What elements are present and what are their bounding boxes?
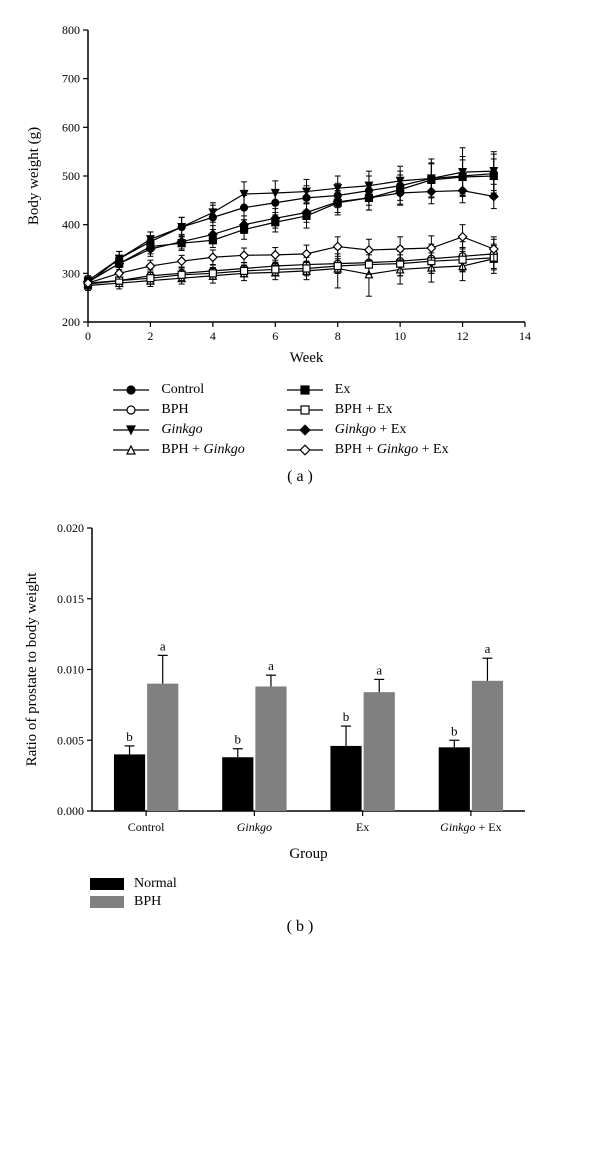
svg-text:0.000: 0.000 — [57, 804, 84, 818]
svg-text:300: 300 — [62, 266, 80, 280]
svg-text:0.010: 0.010 — [57, 663, 84, 677]
svg-text:0: 0 — [85, 329, 91, 343]
chart-b-legend: NormalBPH — [90, 876, 580, 910]
svg-text:b: b — [126, 729, 133, 744]
svg-text:6: 6 — [272, 329, 278, 343]
svg-text:a: a — [160, 638, 166, 653]
chart-a-caption: ( a ) — [20, 468, 580, 486]
svg-text:Week: Week — [290, 350, 324, 366]
svg-text:Ex: Ex — [356, 820, 369, 834]
svg-text:b: b — [343, 709, 350, 724]
svg-text:0.020: 0.020 — [57, 521, 84, 535]
svg-text:Ginkgo: Ginkgo — [237, 820, 272, 834]
svg-text:8: 8 — [335, 329, 341, 343]
svg-text:b: b — [235, 732, 242, 747]
svg-text:700: 700 — [62, 72, 80, 86]
svg-text:Ginkgo + Ex: Ginkgo + Ex — [440, 820, 501, 834]
svg-text:4: 4 — [210, 329, 216, 343]
svg-text:2: 2 — [147, 329, 153, 343]
chart-b: 0.000 0.005 0.010 0.015 0.020 Ratio of prosta… — [20, 516, 540, 866]
chart-a: 200 300 400 500 600 700 800 0 2 4 6 8 10 12 14 Body wei… — [20, 20, 540, 370]
svg-text:0.015: 0.015 — [57, 592, 84, 606]
svg-text:14: 14 — [519, 329, 531, 343]
svg-text:a: a — [268, 658, 274, 673]
svg-text:600: 600 — [62, 120, 80, 134]
svg-text:b: b — [451, 723, 458, 738]
svg-text:12: 12 — [457, 329, 469, 343]
svg-text:Ratio of prostate to body weig: Ratio of prostate to body weight — [24, 572, 40, 767]
chart-b-container: 0.000 0.005 0.010 0.015 0.020 Ratio of prosta… — [20, 516, 580, 866]
svg-text:0.005: 0.005 — [57, 733, 84, 747]
svg-text:10: 10 — [394, 329, 406, 343]
svg-text:Group: Group — [289, 846, 327, 862]
svg-text:Body weight (g): Body weight (g) — [26, 127, 42, 225]
svg-text:a: a — [376, 662, 382, 677]
chart-a-legend: ControlExBPHBPH + ExGinkgoGinkgo + ExBPH… — [111, 380, 488, 460]
chart-b-caption: ( b ) — [20, 918, 580, 936]
svg-text:200: 200 — [62, 315, 80, 329]
svg-text:500: 500 — [62, 169, 80, 183]
chart-a-container: 200 300 400 500 600 700 800 0 2 4 6 8 10 12 14 Body wei… — [20, 20, 580, 370]
svg-text:a: a — [485, 641, 491, 656]
svg-text:800: 800 — [62, 23, 80, 37]
svg-text:Control: Control — [128, 820, 165, 834]
svg-text:400: 400 — [62, 218, 80, 232]
